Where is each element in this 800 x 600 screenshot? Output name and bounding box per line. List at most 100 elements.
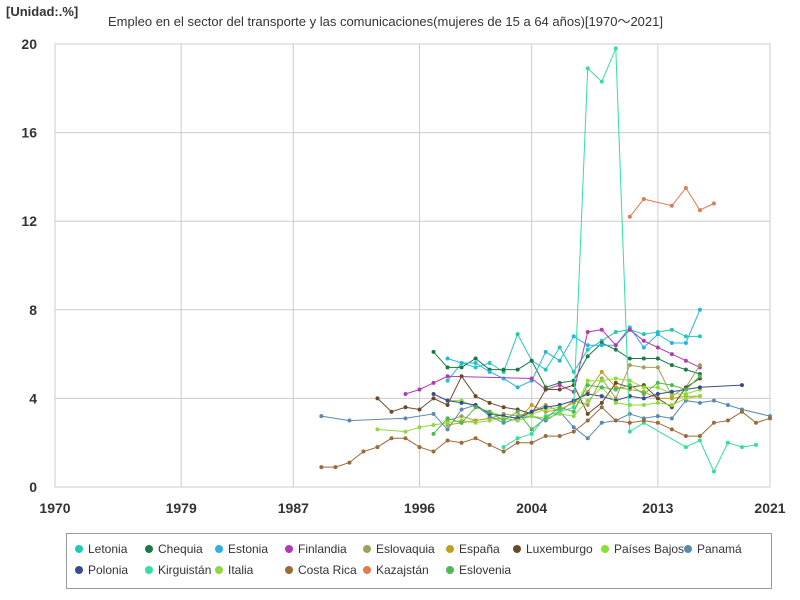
x-tick-label: 1970: [39, 500, 70, 516]
data-point: [459, 374, 464, 379]
data-point: [613, 347, 618, 352]
data-point: [683, 358, 688, 363]
data-point: [571, 425, 576, 430]
data-point: [459, 365, 464, 370]
data-point: [585, 329, 590, 334]
x-tick-label: 1979: [166, 500, 197, 516]
data-point: [655, 414, 660, 419]
legend-item[interactable]: Países Bajos: [601, 542, 684, 556]
data-point: [403, 405, 408, 410]
data-point: [613, 46, 618, 51]
data-point: [319, 465, 324, 470]
legend-item[interactable]: Polonia: [75, 563, 128, 577]
legend-label: Letonia: [88, 542, 128, 556]
data-point: [613, 380, 618, 385]
data-point: [515, 409, 520, 414]
data-point: [641, 345, 646, 350]
data-point: [655, 396, 660, 401]
data-point: [725, 418, 730, 423]
legend-item[interactable]: Panamá: [684, 542, 742, 556]
data-point: [599, 405, 604, 410]
data-point: [417, 425, 422, 430]
legend-item[interactable]: Costa Rica: [285, 563, 357, 577]
legend-label: Kirguistán: [158, 563, 212, 577]
data-point: [389, 409, 394, 414]
data-point: [459, 400, 464, 405]
legend-swatch: [684, 545, 692, 553]
data-point: [543, 367, 548, 372]
y-tick-label: 8: [29, 302, 37, 318]
data-point: [585, 398, 590, 403]
legend-label: Eslovenia: [459, 563, 512, 577]
data-point: [669, 383, 674, 388]
data-point: [473, 394, 478, 399]
data-point: [403, 416, 408, 421]
data-point: [501, 367, 506, 372]
data-point: [669, 389, 674, 394]
data-point: [739, 383, 744, 388]
legend-item[interactable]: Kirguistán: [145, 563, 211, 577]
data-point: [599, 420, 604, 425]
data-point: [445, 438, 450, 443]
data-point: [557, 387, 562, 392]
legend-swatch: [145, 566, 153, 574]
data-point: [431, 422, 436, 427]
data-point: [683, 387, 688, 392]
data-point: [669, 341, 674, 346]
data-point: [375, 396, 380, 401]
data-point: [501, 418, 506, 423]
data-point: [473, 420, 478, 425]
legend-item[interactable]: Italia: [215, 563, 253, 577]
legend-item[interactable]: España: [446, 542, 500, 556]
data-point: [459, 414, 464, 419]
series-finlandia: [403, 327, 702, 396]
legend-item[interactable]: Finlandia: [285, 542, 347, 556]
y-tick-label: 16: [21, 125, 37, 141]
data-point: [543, 434, 548, 439]
legend-label: Kazajstán: [376, 563, 429, 577]
data-point: [473, 365, 478, 370]
data-point: [515, 332, 520, 337]
data-point: [641, 332, 646, 337]
data-point: [431, 349, 436, 354]
x-tick-label: 2004: [516, 500, 547, 516]
data-point: [683, 445, 688, 450]
legend: Letonia Chequia Estonia Finlandia Eslovaquia…: [66, 533, 772, 589]
series-line: [503, 48, 757, 473]
y-tick-label: 20: [21, 36, 37, 52]
data-point: [571, 405, 576, 410]
legend-label: Estonia: [228, 542, 269, 556]
data-point: [403, 391, 408, 396]
y-tick-label: 0: [29, 479, 37, 495]
data-point: [557, 411, 562, 416]
data-point: [585, 66, 590, 71]
data-point: [599, 385, 604, 390]
data-point: [627, 378, 632, 383]
unit-label: [Unidad:.%]: [6, 4, 79, 19]
series-luxemburgo: [375, 374, 702, 416]
data-point: [431, 391, 436, 396]
data-point: [655, 380, 660, 385]
series-kazajst-n: [627, 185, 716, 219]
data-point: [417, 407, 422, 412]
data-point: [459, 440, 464, 445]
legend-label: Países Bajos: [614, 542, 685, 556]
legend-item[interactable]: Eslovaquia: [363, 542, 435, 556]
data-point: [333, 465, 338, 470]
data-point: [487, 409, 492, 414]
data-point: [683, 396, 688, 401]
data-point: [641, 356, 646, 361]
data-point: [347, 460, 352, 465]
legend-item[interactable]: Estonia: [215, 542, 268, 556]
legend-item[interactable]: Luxemburgo: [513, 542, 593, 556]
data-point: [473, 405, 478, 410]
data-point: [711, 398, 716, 403]
legend-item[interactable]: Letonia: [75, 542, 127, 556]
legend-item[interactable]: Eslovenia: [446, 563, 511, 577]
legend-item[interactable]: Chequia: [145, 542, 203, 556]
data-point: [417, 445, 422, 450]
data-point: [585, 403, 590, 408]
legend-item[interactable]: Kazajstán: [363, 563, 429, 577]
x-tick-label: 1996: [404, 500, 435, 516]
data-point: [599, 79, 604, 84]
